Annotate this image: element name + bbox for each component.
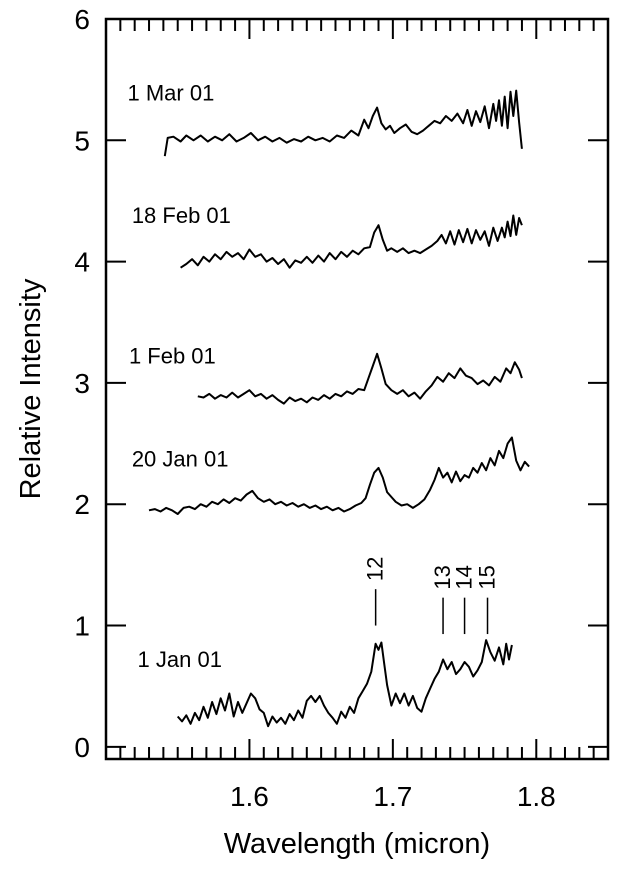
series-line <box>148 436 530 515</box>
y-tick-label: 2 <box>74 489 90 520</box>
plot-frame <box>104 17 610 761</box>
series-labels: 1 Mar 01 18 Feb 01 1 Feb 01 20 Jan 01 1 Jan … <box>128 80 231 672</box>
series-label: 20 Jan 01 <box>132 447 229 472</box>
y-axis-title: Relative Intensity <box>15 278 47 499</box>
y-tick-label: 1 <box>74 611 90 642</box>
series-lines <box>148 89 530 728</box>
y-tick-label: 3 <box>74 368 90 399</box>
y-tick-label: 6 <box>74 4 90 35</box>
series-line <box>176 639 513 728</box>
series-label: 1 Feb 01 <box>129 344 216 369</box>
line-id-label: 14 <box>452 565 477 589</box>
line-id-label: 12 <box>363 557 388 581</box>
axis-ticks <box>106 18 608 759</box>
line-id-label: 13 <box>430 565 455 589</box>
series-label: 1 Mar 01 <box>128 80 215 105</box>
series-line <box>180 214 523 269</box>
series-label: 18 Feb 01 <box>132 203 231 228</box>
x-tick-label: 1.7 <box>373 781 412 812</box>
x-tick-label: 1.6 <box>230 781 269 812</box>
series-label: 1 Jan 01 <box>138 647 222 672</box>
y-tick-label: 0 <box>74 732 90 763</box>
x-axis-title: Wavelength (micron) <box>224 828 490 860</box>
x-tick-labels: 1.6 1.7 1.8 <box>230 781 556 812</box>
y-tick-label: 5 <box>74 125 90 156</box>
line-id-label: 15 <box>475 565 500 589</box>
y-tick-labels: 0 1 2 3 4 5 6 <box>74 4 90 763</box>
series-line <box>197 352 523 405</box>
y-tick-label: 4 <box>74 247 90 278</box>
x-tick-label: 1.8 <box>517 781 556 812</box>
series-line <box>163 89 523 157</box>
